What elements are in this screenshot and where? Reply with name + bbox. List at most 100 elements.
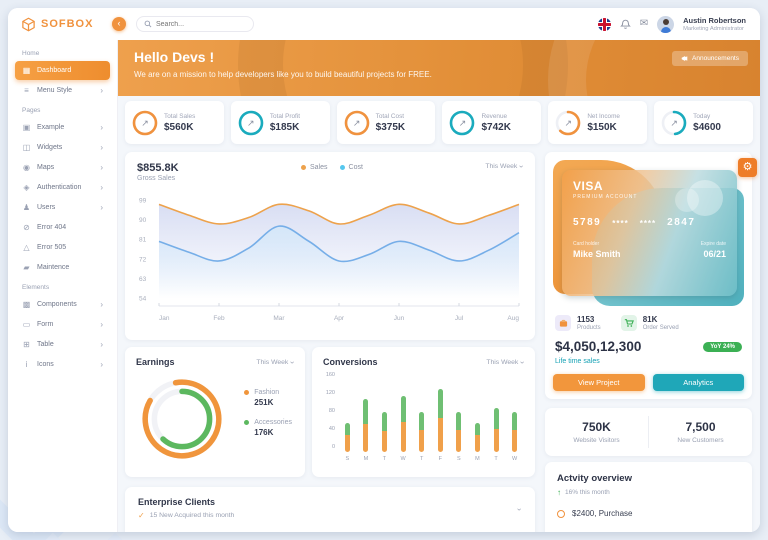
- gross-sales-card: $855.8K Gross Sales Sales Cost This Week ›…: [125, 152, 535, 340]
- stat-card-revenue[interactable]: ↗ Revenue $742K: [442, 101, 542, 144]
- stat-label: Today: [693, 112, 711, 120]
- authentication-icon: ◈: [23, 183, 30, 192]
- bar-slot-t-4[interactable]: T: [412, 374, 431, 462]
- bar-slot-t-2[interactable]: T: [375, 374, 394, 462]
- stat-ring: ↗: [449, 110, 475, 136]
- activity-item[interactable]: $2400, Purchase: [557, 509, 740, 518]
- svg-text:Aug: Aug: [507, 315, 519, 322]
- svg-text:Jan: Jan: [159, 315, 170, 322]
- user-info[interactable]: Austin Robertson Marketing Administrator: [683, 16, 746, 32]
- bar-slot-t-8[interactable]: T: [487, 374, 506, 462]
- gross-sales-line-chart: 99 90 81 72 63 54 Jan Feb Mar Apr Jun Jul Aug: [139, 198, 520, 322]
- search-bar[interactable]: [136, 16, 254, 32]
- stat-ring: ↗: [344, 110, 370, 136]
- gross-sales-label: Gross Sales: [137, 175, 176, 182]
- legend-dot-icon: [244, 420, 250, 425]
- website-visitors-value: 750K: [582, 420, 611, 434]
- bar-slot-m-7[interactable]: M: [468, 374, 487, 462]
- lifetime-sales-label: Life time sales: [555, 358, 600, 365]
- main-content: Hello Devs ! We are on a mission to help…: [118, 40, 760, 532]
- dashboard-icon: ▦: [22, 66, 31, 75]
- sidebar-item-label: Maintence: [37, 264, 70, 271]
- card-expiry: Expire date 06/21: [700, 241, 726, 259]
- maintence-icon: ▰: [23, 263, 30, 272]
- chevron-down-icon: ›: [518, 360, 528, 364]
- sidebar-item-label: Form: [37, 321, 54, 328]
- bar-slot-w-9[interactable]: W: [505, 374, 524, 462]
- card-type: PREMIUM ACCOUNT: [573, 194, 638, 200]
- sidebar-item-icons[interactable]: i Icons ›: [15, 355, 110, 374]
- sidebar-item-authentication[interactable]: ◈ Authentication ›: [15, 178, 110, 197]
- card-holder: Card holder Mike Smith: [573, 241, 621, 259]
- stat-card-net-income[interactable]: ↗ Net Income $150K: [548, 101, 648, 144]
- analytics-button[interactable]: Analytics: [652, 374, 744, 391]
- svg-text:99: 99: [139, 198, 147, 205]
- sidebar-item-form[interactable]: ▭ Form ›: [15, 315, 110, 334]
- sidebar-item-table[interactable]: ⊞ Table ›: [15, 335, 110, 354]
- search-input[interactable]: [156, 20, 246, 28]
- stat-value: $742K: [481, 121, 511, 133]
- card-circle-decoration: [675, 188, 699, 212]
- conversions-period-dropdown[interactable]: This Week ›: [486, 358, 528, 366]
- sidebar-item-error-404[interactable]: ⊘ Error 404: [15, 218, 110, 237]
- sidebar-item-users[interactable]: ♟ Users ›: [15, 198, 110, 217]
- gross-period-dropdown[interactable]: This Week ›: [485, 163, 527, 170]
- sidebar-item-label: Users: [37, 204, 56, 211]
- chevron-right-icon: ›: [100, 320, 103, 329]
- sidebar-item-maps[interactable]: ◉ Maps ›: [15, 158, 110, 177]
- stat-ring: ↗: [238, 110, 264, 136]
- card-brand: VISA: [573, 179, 604, 193]
- settings-gear-button[interactable]: ⚙: [738, 158, 757, 177]
- legend-label: Cost: [348, 164, 363, 171]
- chevron-down-icon[interactable]: ›: [515, 508, 525, 511]
- bar-segment-green: [512, 411, 518, 431]
- brand-logo[interactable]: SOFBOX: [8, 17, 118, 32]
- trend-arrow-icon: ↗: [247, 117, 255, 128]
- hero-banner: Hello Devs ! We are on a mission to help…: [118, 40, 760, 96]
- megaphone-icon: [681, 56, 688, 61]
- earnings-legend-value: 176K: [254, 428, 274, 437]
- sidebar-item-widgets[interactable]: ◫ Widgets ›: [15, 138, 110, 157]
- timeline-dot-icon: [557, 509, 565, 518]
- sidebar-item-dashboard[interactable]: ▦ Dashboard: [15, 61, 110, 80]
- bar-slot-s-6[interactable]: S: [450, 374, 469, 462]
- earnings-legend-value: 251K: [254, 398, 274, 407]
- messages-mail-icon[interactable]: ✉: [639, 18, 649, 29]
- sidebar-item-error-505[interactable]: △ Error 505: [15, 238, 110, 257]
- stat-card-today[interactable]: ↗ Today $4600: [654, 101, 753, 144]
- stat-text: Today $4600: [693, 113, 721, 133]
- chevron-right-icon: ›: [100, 183, 103, 192]
- user-avatar[interactable]: [657, 15, 675, 33]
- svg-text:Jun: Jun: [394, 315, 405, 322]
- announcements-button[interactable]: Announcements: [672, 51, 748, 66]
- stat-card-total-sales[interactable]: ↗ Total Sales $560K: [125, 101, 224, 144]
- sofbox-logo-icon: [22, 17, 35, 31]
- stat-value: $185K: [269, 121, 300, 133]
- sidebar-item-label: Error 404: [37, 224, 67, 231]
- sidebar-item-example[interactable]: ▣ Example ›: [15, 118, 110, 137]
- chevron-right-icon: ›: [100, 203, 103, 212]
- stat-card-total-cost[interactable]: ↗ Total Cost $375K: [336, 101, 436, 144]
- stat-value: $375K: [375, 121, 406, 133]
- chevron-down-icon: ›: [288, 360, 298, 364]
- language-flag-icon[interactable]: [597, 17, 611, 31]
- earnings-period-dropdown[interactable]: This Week ›: [256, 358, 298, 366]
- bar-slot-w-3[interactable]: W: [394, 374, 413, 462]
- sidebar-item-maintence[interactable]: ▰ Maintence: [15, 258, 110, 277]
- sidebar-item-components[interactable]: ▩ Components ›: [15, 295, 110, 314]
- new-customers-stat: 7,500 New Customers: [649, 408, 752, 456]
- legend-label: Sales: [310, 164, 328, 171]
- bar-slot-f-5[interactable]: F: [431, 374, 450, 462]
- earnings-title: Earnings: [136, 357, 175, 367]
- notifications-bell-icon[interactable]: [619, 19, 631, 30]
- view-project-button[interactable]: View Project: [553, 374, 645, 391]
- legend-item-sales: Sales: [301, 164, 328, 171]
- bar-slot-m-1[interactable]: M: [357, 374, 376, 462]
- y-tick-label: 120: [325, 390, 335, 396]
- sidebar-item-menu-style[interactable]: ≡ Menu Style ›: [15, 81, 110, 100]
- sidebar-collapse-button[interactable]: ‹: [112, 17, 126, 31]
- bar-slot-s-0[interactable]: S: [338, 374, 357, 462]
- enterprise-clients-card: Enterprise Clients ✓ 15 New Acquired thi…: [125, 487, 535, 532]
- stat-card-total-profit[interactable]: ↗ Total Profit $185K: [230, 101, 330, 144]
- sidebar-section-label: Home: [22, 50, 40, 57]
